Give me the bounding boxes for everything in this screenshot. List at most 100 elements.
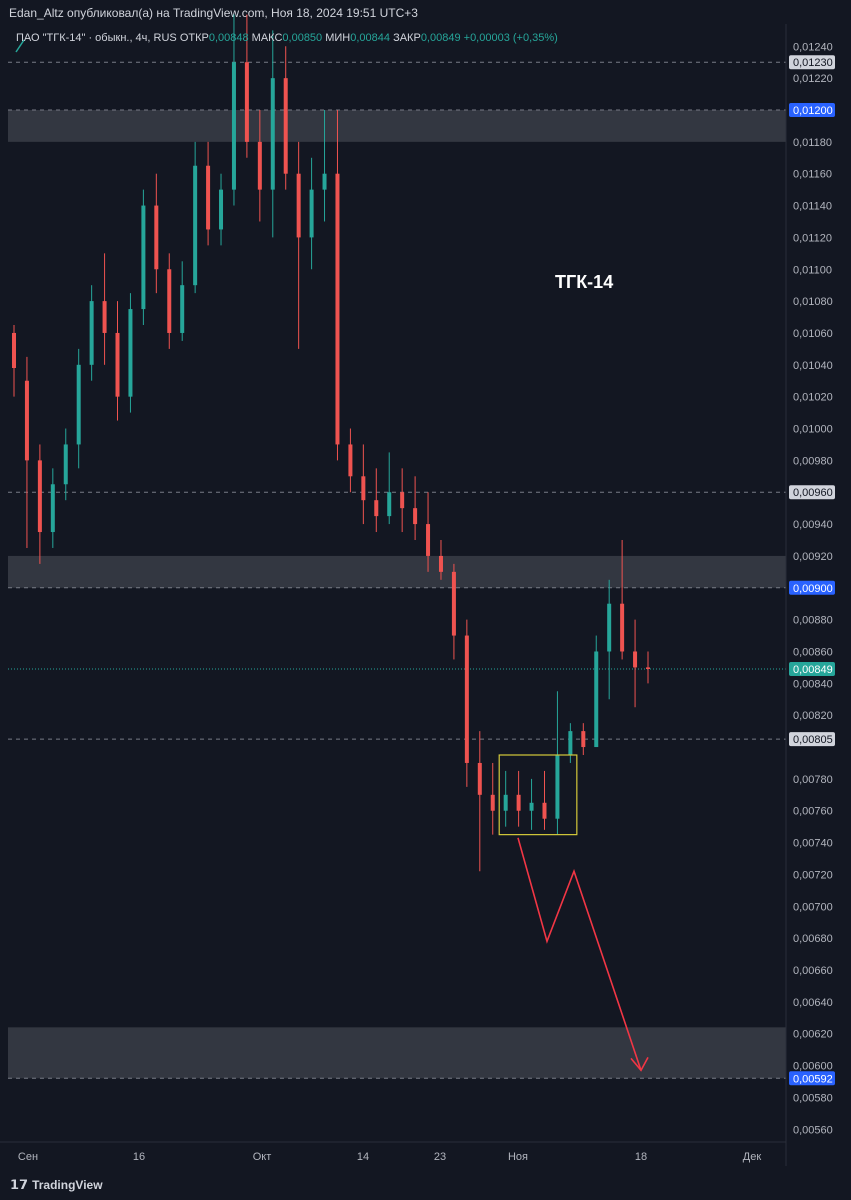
tradingview-logo[interactable]: 𝟭𝟳 TradingView	[10, 1177, 103, 1193]
candle-body	[542, 802, 547, 819]
price-tick-label: 0,00740	[793, 838, 833, 850]
time-tick-label: Ноя	[508, 1151, 528, 1163]
candle	[102, 253, 107, 365]
forecast-arrow	[517, 837, 642, 1071]
candle-body	[231, 62, 236, 190]
candle	[646, 651, 650, 684]
candle-body	[296, 173, 301, 238]
candle-body	[141, 205, 146, 310]
candle	[154, 173, 159, 294]
candle	[529, 778, 534, 830]
candle-body	[115, 332, 120, 397]
candle-body	[322, 173, 327, 190]
price-badge-label: 0,00592	[793, 1073, 833, 1085]
candle	[180, 261, 185, 341]
candle-body	[413, 508, 418, 525]
price-tick-label: 0,01120	[793, 232, 832, 244]
legend-high-value: 0,00850	[282, 32, 323, 44]
candle	[76, 348, 81, 469]
forecast-arrow-head	[630, 1056, 649, 1072]
brand-name: TradingView	[32, 1178, 103, 1192]
candle	[607, 579, 612, 700]
candle-body	[400, 492, 405, 509]
candle	[50, 468, 55, 548]
price-tick-label: 0,00720	[793, 869, 833, 881]
candle-body	[76, 364, 81, 445]
price-badge	[789, 55, 835, 70]
legend-open-label: ОТКР	[179, 32, 209, 44]
price-tick-label: 0,00620	[793, 1029, 833, 1041]
candle-body	[646, 667, 650, 669]
price-tick-label: 0,01100	[793, 264, 832, 276]
price-tick-label: 0,01000	[793, 424, 833, 436]
candle-body	[633, 651, 638, 668]
price-badge-label: 0,00849	[793, 664, 833, 676]
time-tick-label: 23	[434, 1151, 446, 1163]
price-tick-label: 0,01160	[793, 169, 832, 181]
legend-low-label: МИН	[325, 32, 351, 44]
candle-body	[387, 492, 392, 517]
candle	[413, 476, 418, 540]
price-tick-label: 0,00980	[793, 455, 833, 467]
candle-body	[620, 603, 625, 652]
legend-close-value: 0,00849	[420, 32, 461, 44]
candle	[63, 428, 68, 501]
legend-open-value: 0,00848	[208, 32, 249, 44]
symbol-legend: ПАО "ТГК-14" · обыкн., 4ч, RUS ОТКР0,008…	[16, 32, 558, 44]
price-tick-label: 0,01140	[793, 201, 832, 213]
price-tick-label: 0,00600	[793, 1061, 833, 1073]
candle	[594, 635, 599, 748]
candle	[309, 157, 314, 270]
price-tick-label: 0,00660	[793, 965, 833, 977]
candle	[516, 770, 521, 827]
candle-body	[270, 78, 275, 190]
price-badge-label: 0,00960	[793, 487, 833, 499]
candle-body	[451, 571, 456, 636]
candle	[193, 141, 198, 294]
candle-body	[206, 165, 211, 230]
candle-body	[607, 603, 612, 652]
price-badge	[789, 580, 835, 595]
price-tick-label: 0,01080	[793, 296, 833, 308]
price-badge	[789, 1071, 835, 1086]
candle-body	[283, 78, 288, 174]
candle-body	[594, 651, 599, 748]
candle-body	[154, 205, 159, 270]
candle-body	[361, 476, 366, 501]
time-tick-label: Дек	[743, 1151, 762, 1163]
price-tick-label: 0,01220	[793, 73, 833, 85]
chart-title: ТГК-14	[555, 272, 613, 292]
price-tick-label: 0,00560	[793, 1124, 833, 1136]
candle-body	[516, 794, 521, 811]
candle-body	[257, 141, 262, 190]
price-tick-label: 0,00940	[793, 519, 833, 531]
candle	[231, 14, 236, 206]
support-resistance-zone	[8, 1027, 786, 1079]
legend-low-value: 0,00844	[350, 32, 391, 44]
price-tick-label: 0,00880	[793, 615, 833, 627]
price-tick-label: 0,01240	[793, 41, 833, 53]
candle	[503, 770, 508, 827]
candle-body	[50, 484, 55, 533]
legend-change: +0,00003 (+0,35%)	[463, 32, 558, 44]
legend-close-label: ЗАКР	[393, 32, 421, 44]
tradingview-logo-icon: 𝟭𝟳	[10, 1177, 29, 1192]
candle	[322, 110, 327, 222]
candle-body	[244, 62, 249, 142]
candle-body	[438, 555, 443, 572]
candle-body	[348, 444, 353, 477]
chart-mark-left	[15, 39, 25, 53]
candle-body	[128, 309, 133, 397]
price-tick-label: 0,01060	[793, 328, 833, 340]
price-tick-label: 0,00760	[793, 806, 833, 818]
candle	[555, 691, 560, 835]
price-tick-label: 0,00860	[793, 646, 833, 658]
candle-body	[477, 762, 482, 795]
candle	[361, 444, 366, 525]
price-tick-label: 0,00580	[793, 1092, 833, 1104]
candle-body	[193, 165, 198, 286]
candle	[464, 619, 469, 787]
candle	[115, 301, 120, 421]
candle-body	[63, 444, 68, 485]
